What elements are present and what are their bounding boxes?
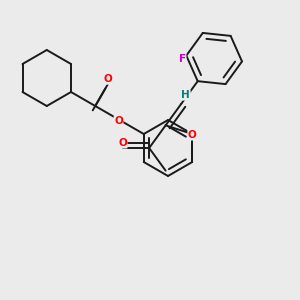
Text: H: H bbox=[181, 90, 190, 100]
Text: O: O bbox=[103, 74, 112, 84]
Text: O: O bbox=[114, 116, 123, 126]
Text: O: O bbox=[188, 130, 197, 140]
Text: O: O bbox=[118, 138, 127, 148]
Text: F: F bbox=[179, 54, 186, 64]
